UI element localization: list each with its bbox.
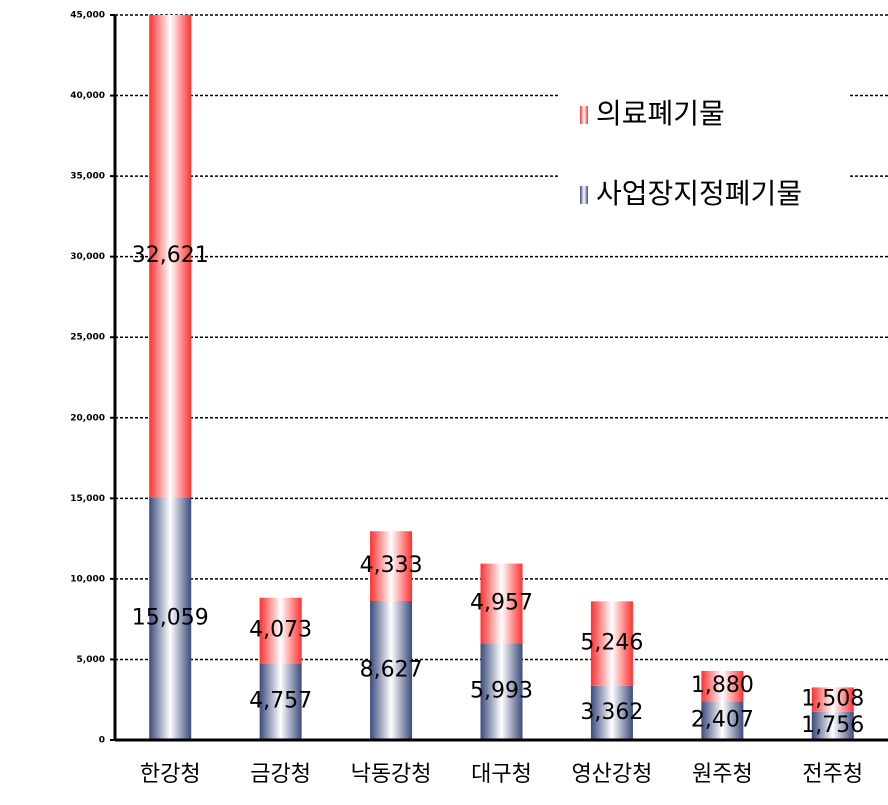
- value-label: 32,621: [132, 243, 209, 268]
- legend-label: 의료폐기물: [596, 97, 725, 130]
- value-label: 3,362: [580, 700, 643, 725]
- bar-segment: [259, 597, 302, 664]
- bar-segment: [149, 15, 192, 498]
- y-tick-label: 30,000: [70, 252, 105, 262]
- y-tick-label: 20,000: [70, 413, 105, 423]
- bar-segment: [370, 531, 413, 602]
- legend-box: [560, 80, 850, 225]
- value-label: 4,333: [360, 553, 423, 578]
- y-tick-label: 40,000: [70, 91, 105, 101]
- x-tick-label: 금강청: [250, 762, 311, 787]
- y-tick-label: 25,000: [70, 333, 105, 343]
- value-label: 8,627: [360, 658, 423, 683]
- value-label: 15,059: [132, 606, 209, 631]
- value-label: 5,993: [470, 679, 533, 704]
- bar-segment: [701, 670, 744, 702]
- bar-segment: [811, 711, 854, 740]
- x-tick-label: 한강청: [140, 762, 201, 787]
- legend-swatch: [580, 106, 588, 124]
- bar-segment: [480, 643, 523, 740]
- x-tick-label: 전주청: [802, 762, 863, 787]
- bar-segment: [370, 601, 413, 740]
- value-label: 1,880: [691, 673, 754, 698]
- bar-segment: [590, 601, 633, 686]
- y-tick-label: 5,000: [77, 655, 105, 665]
- value-label: 5,246: [580, 631, 643, 656]
- bar-segment: [811, 687, 854, 712]
- bar-segment: [701, 701, 744, 740]
- x-tick-label: 원주청: [692, 762, 753, 787]
- y-tick-label: 35,000: [70, 172, 105, 182]
- value-label: 4,073: [249, 618, 312, 643]
- bar-segment: [590, 685, 633, 740]
- value-label: 4,957: [470, 591, 533, 616]
- y-tick-label: 10,000: [70, 574, 105, 584]
- y-tick-label: 45,000: [70, 11, 105, 21]
- bar-segment: [259, 663, 302, 740]
- x-tick-label: 영산강청: [571, 762, 652, 787]
- bar-segment: [149, 497, 192, 740]
- x-tick-label: 대구청: [471, 762, 532, 787]
- legend-swatch: [580, 186, 588, 204]
- y-tick-label: 15,000: [70, 494, 105, 504]
- value-label: 1,756: [801, 713, 864, 738]
- x-tick-label: 낙동강청: [351, 762, 432, 787]
- y-tick-label: 0: [99, 736, 105, 746]
- legend-label: 사업장지정폐기물: [596, 177, 802, 210]
- value-label: 2,407: [691, 708, 754, 733]
- value-label: 4,757: [249, 689, 312, 714]
- value-label: 1,508: [801, 687, 864, 712]
- bar-segment: [480, 563, 523, 644]
